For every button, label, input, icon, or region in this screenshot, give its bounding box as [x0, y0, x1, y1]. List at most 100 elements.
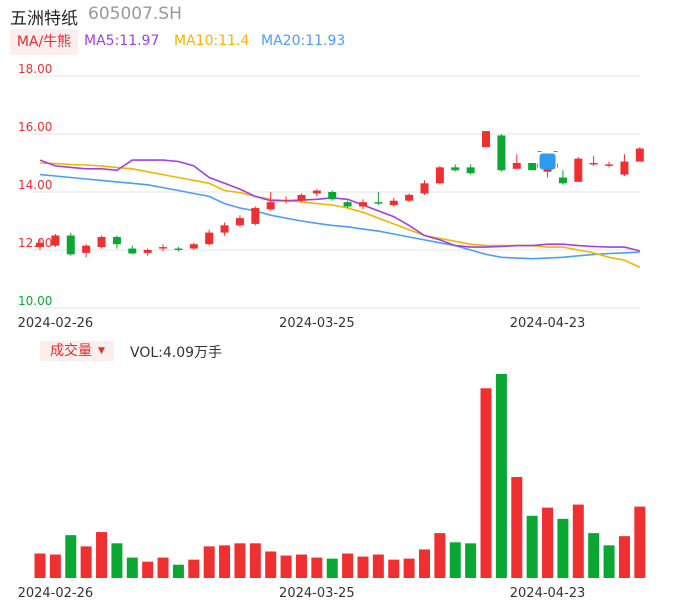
candle-body — [635, 148, 644, 162]
volume-legend: VOL:4.09万手 — [130, 345, 223, 361]
volume-bar — [265, 551, 277, 578]
volume-bar — [157, 557, 169, 578]
volume-bar — [572, 504, 584, 578]
candle-body — [482, 131, 491, 148]
stock-name: 五洲特纸 — [10, 9, 78, 29]
volume-bar — [188, 559, 200, 578]
candle-body — [558, 177, 567, 184]
volume-bar — [34, 553, 46, 578]
ma5-line — [39, 159, 640, 252]
ma10-legend: MA10:11.4 — [174, 33, 250, 49]
volume-bar — [342, 553, 354, 578]
volume-bar — [511, 477, 523, 578]
volume-bar — [295, 554, 307, 578]
candle-body — [174, 248, 183, 250]
volume-bar — [557, 518, 569, 578]
volume-bar — [357, 556, 369, 578]
volume-bar — [403, 558, 415, 578]
volume-bar — [434, 533, 446, 578]
ma20-legend: MA20:11.93 — [261, 33, 346, 49]
volume-bar — [372, 554, 384, 578]
ma10-line — [39, 162, 641, 269]
candle-body — [312, 190, 321, 194]
x-tick-label: 2024-02-26 — [18, 586, 94, 601]
candle-body — [435, 167, 444, 184]
candle-body — [220, 225, 229, 233]
volume-bar — [311, 557, 323, 578]
stock-code: 605007.SH — [88, 4, 182, 24]
volume-bar — [603, 545, 615, 578]
ma20-line — [39, 173, 640, 260]
x-tick-label: 2024-04-23 — [510, 586, 586, 601]
volume-bar — [234, 543, 246, 578]
candle-body — [282, 200, 291, 202]
candle-body — [512, 163, 521, 169]
candle-body — [297, 194, 306, 201]
candle-body — [528, 163, 537, 171]
y-tick-label: 12.00 — [18, 236, 52, 250]
y-tick-label: 16.00 — [18, 120, 52, 134]
candle-body — [189, 244, 198, 249]
candle-body — [251, 207, 260, 224]
event-badge-icon — [539, 153, 556, 170]
candle-body — [159, 247, 168, 249]
candle-body — [97, 236, 106, 248]
volume-bar — [588, 533, 600, 578]
x-tick-label: 2024-02-26 — [18, 316, 94, 331]
volume-bar — [388, 559, 400, 578]
ma-selector-button[interactable]: MA/牛熊 — [10, 29, 78, 55]
candle-body — [235, 218, 244, 226]
candle-body — [466, 167, 475, 174]
y-tick-label: 14.00 — [18, 178, 52, 192]
candle-body — [605, 164, 614, 166]
caret-down-icon: ▼ — [98, 346, 105, 356]
candle-body — [112, 236, 121, 245]
volume-bar — [49, 554, 61, 578]
candle-body — [389, 200, 398, 206]
volume-bar — [65, 535, 77, 578]
volume-bar — [634, 506, 646, 578]
x-tick-label: 2024-03-25 — [279, 316, 355, 331]
volume-bar — [219, 545, 231, 578]
volume-bar — [203, 546, 215, 578]
volume-bar — [542, 507, 554, 578]
volume-bar — [96, 532, 108, 578]
volume-bar — [419, 549, 430, 578]
candle-body — [51, 235, 60, 246]
candle-body — [620, 161, 629, 175]
candle-body — [451, 167, 460, 171]
ma5-legend: MA5:11.97 — [84, 33, 160, 49]
candle-body — [266, 202, 275, 210]
candle-body — [143, 250, 152, 253]
candle-body — [343, 202, 352, 207]
volume-bar — [280, 555, 292, 578]
candle-body — [82, 245, 91, 253]
candle-body — [66, 235, 75, 255]
candle-body — [358, 202, 367, 207]
event-badge-frame — [537, 151, 559, 173]
candle-body — [497, 135, 506, 171]
volume-bar — [449, 542, 461, 578]
candle-body — [36, 242, 44, 248]
candle-body — [405, 194, 414, 201]
x-tick-label: 2024-04-23 — [510, 316, 586, 331]
y-tick-label: 10.00 — [18, 294, 52, 308]
candle-body — [589, 163, 598, 165]
volume-bar — [326, 558, 338, 578]
candle-body — [374, 202, 383, 204]
volume-bar — [465, 543, 477, 578]
volume-bar — [142, 561, 154, 578]
candle-body — [543, 168, 552, 172]
x-tick-label: 2024-03-25 — [279, 586, 355, 601]
candle-body — [328, 192, 337, 200]
volume-bar — [172, 564, 184, 578]
volume-bar — [526, 515, 538, 578]
volume-bar — [480, 388, 492, 578]
candle-body — [574, 158, 583, 182]
volume-bar — [618, 536, 630, 578]
volume-selector-label: 成交量 — [50, 343, 92, 359]
volume-selector-button[interactable]: 成交量 ▼ — [40, 341, 114, 361]
volume-bar — [80, 546, 92, 578]
candle-body — [420, 183, 429, 194]
